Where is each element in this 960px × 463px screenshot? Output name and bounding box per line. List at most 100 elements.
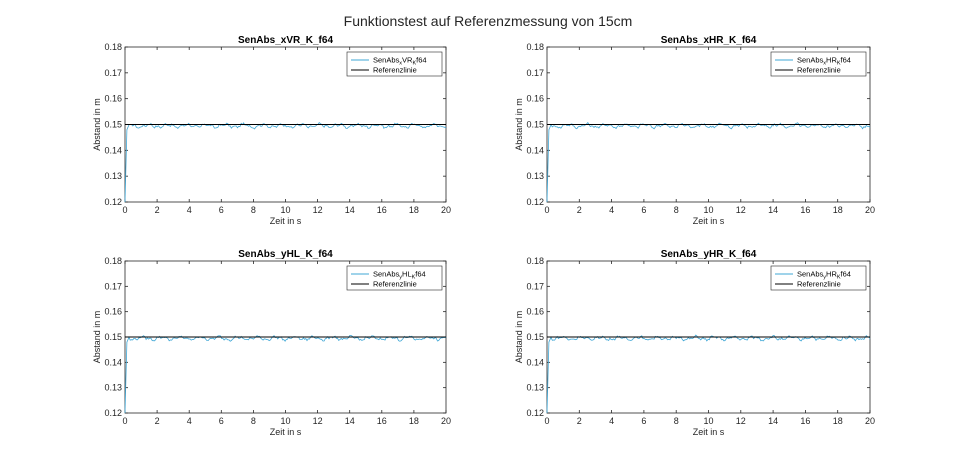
y-tick-label: 0.15 <box>526 332 544 342</box>
x-tick-label: 12 <box>736 416 746 426</box>
x-tick-label: 10 <box>280 416 290 426</box>
y-tick-label: 0.18 <box>104 42 122 52</box>
x-axis-label: Zeit in s <box>270 216 302 226</box>
x-tick-label: 12 <box>313 205 323 215</box>
x-tick-label: 4 <box>609 416 614 426</box>
legend-entry-part-mid: HL <box>402 270 412 279</box>
y-tick-label: 0.17 <box>526 281 544 291</box>
x-tick-label: 10 <box>703 205 713 215</box>
y-tick-label: 0.15 <box>104 332 122 342</box>
x-tick-label: 6 <box>641 416 646 426</box>
x-tick-label: 0 <box>122 416 127 426</box>
legend-entry-part-main: SenAbs <box>797 270 824 279</box>
subplot-4: 024681012141618200.120.130.140.150.160.1… <box>514 249 875 437</box>
x-tick-label: 16 <box>800 205 810 215</box>
subplot-1: 024681012141618200.120.130.140.150.160.1… <box>92 35 451 226</box>
x-axis-label: Zeit in s <box>270 427 302 437</box>
legend-entry-part-mid: HR <box>826 270 837 279</box>
y-tick-label: 0.15 <box>526 120 544 130</box>
y-tick-label: 0.17 <box>526 68 544 78</box>
x-tick-label: 4 <box>187 416 192 426</box>
y-tick-label: 0.12 <box>526 197 544 207</box>
x-tick-label: 16 <box>377 416 387 426</box>
y-tick-label: 0.14 <box>104 145 122 155</box>
x-tick-label: 8 <box>251 416 256 426</box>
y-tick-label: 0.15 <box>104 120 122 130</box>
y-tick-label: 0.16 <box>526 94 544 104</box>
x-tick-label: 20 <box>441 416 451 426</box>
legend-entry-part-end: f64 <box>841 270 851 279</box>
legend-entry-part-mid: HR <box>826 56 837 65</box>
legend: SenAbsyHRKf64Referenzlinie <box>771 266 866 290</box>
x-tick-label: 6 <box>219 416 224 426</box>
x-tick-label: 16 <box>800 416 810 426</box>
axes-container: 024681012141618200.120.130.140.150.160.1… <box>92 35 875 437</box>
legend-entry-reference: Referenzlinie <box>797 280 841 289</box>
legend: SenAbsxHRKf64Referenzlinie <box>771 52 866 76</box>
x-tick-label: 4 <box>609 205 614 215</box>
y-tick-label: 0.13 <box>526 171 544 181</box>
legend-entry-part-end: f64 <box>415 270 425 279</box>
x-tick-label: 20 <box>865 416 875 426</box>
x-tick-label: 8 <box>251 205 256 215</box>
x-tick-label: 8 <box>674 205 679 215</box>
y-tick-label: 0.16 <box>526 307 544 317</box>
y-tick-label: 0.12 <box>104 408 122 418</box>
x-tick-label: 0 <box>122 205 127 215</box>
x-tick-label: 12 <box>313 416 323 426</box>
x-tick-label: 6 <box>641 205 646 215</box>
legend-entry-part-main: SenAbs <box>373 270 400 279</box>
x-tick-label: 10 <box>280 205 290 215</box>
y-tick-label: 0.17 <box>104 281 122 291</box>
subplot-title: SenAbs_xVR_K_f64 <box>238 35 333 46</box>
x-axis-label: Zeit in s <box>693 216 725 226</box>
x-tick-label: 2 <box>577 416 582 426</box>
legend-entry-reference: Referenzlinie <box>797 66 841 75</box>
x-tick-label: 18 <box>833 205 843 215</box>
y-axis-label: Abstand in m <box>514 98 524 151</box>
x-tick-label: 14 <box>768 205 778 215</box>
y-tick-label: 0.12 <box>526 408 544 418</box>
x-tick-label: 16 <box>377 205 387 215</box>
x-tick-label: 18 <box>833 416 843 426</box>
x-tick-label: 20 <box>441 205 451 215</box>
legend: SenAbsyHLKf64Referenzlinie <box>347 266 442 290</box>
legend-entry-reference: Referenzlinie <box>373 66 417 75</box>
x-tick-label: 0 <box>544 205 549 215</box>
y-tick-label: 0.17 <box>104 68 122 78</box>
legend-entry-part-main: SenAbs <box>797 56 824 65</box>
y-tick-label: 0.14 <box>526 145 544 155</box>
y-tick-label: 0.16 <box>104 307 122 317</box>
y-tick-label: 0.13 <box>104 383 122 393</box>
x-tick-label: 12 <box>736 205 746 215</box>
x-tick-label: 6 <box>219 205 224 215</box>
y-tick-label: 0.13 <box>526 383 544 393</box>
subplot-title: SenAbs_yHL_K_f64 <box>238 249 333 260</box>
x-tick-label: 14 <box>768 416 778 426</box>
y-axis-label: Abstand in m <box>514 311 524 364</box>
x-tick-label: 14 <box>345 416 355 426</box>
legend-entry-part-mid: VR <box>402 56 413 65</box>
x-tick-label: 20 <box>865 205 875 215</box>
subplot-3: 0 2 4 6 8 10 12 14 16 18 20 0.12 0.13 0.14 0.15 0.16 0.1… <box>92 249 451 437</box>
y-tick-label: 0.13 <box>104 171 122 181</box>
y-tick-label: 0.14 <box>104 357 122 367</box>
figure-title: Funktionstest auf Referenzmessung von 15… <box>344 13 633 29</box>
x-tick-label: 14 <box>345 205 355 215</box>
legend: SenAbsxVRKf64Referenzlinie <box>347 52 442 76</box>
y-axis-label: Abstand in m <box>92 311 102 364</box>
x-tick-label: 2 <box>155 416 160 426</box>
y-tick-label: 0.18 <box>104 256 122 266</box>
x-tick-label: 18 <box>409 205 419 215</box>
subplot-title: SenAbs_xHR_K_f64 <box>661 35 757 46</box>
x-tick-label: 18 <box>409 416 419 426</box>
x-axis-label: Zeit in s <box>693 427 725 437</box>
legend-entry-part-end: f64 <box>416 56 426 65</box>
y-tick-label: 0.16 <box>104 94 122 104</box>
x-tick-label: 2 <box>577 205 582 215</box>
legend-entry-part-main: SenAbs <box>373 56 400 65</box>
y-tick-label: 0.14 <box>526 357 544 367</box>
legend-entry-part-end: f64 <box>841 56 851 65</box>
subplot-2: 0 2 4 6 8 10 12 14 16 18 20 0.12 0.13 0.14 0.15 0.16 0.1… <box>514 35 875 226</box>
